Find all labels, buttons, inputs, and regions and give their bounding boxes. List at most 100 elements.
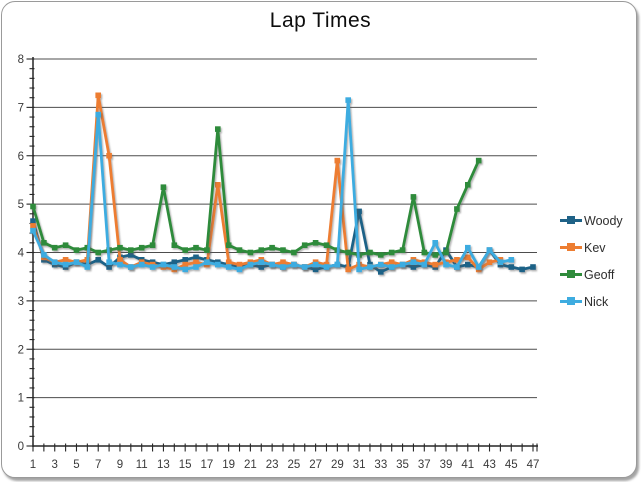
data-point-marker	[95, 249, 101, 256]
data-point-marker	[171, 259, 178, 265]
data-point-marker	[51, 259, 58, 265]
y-tick-label: 5	[18, 199, 24, 211]
data-point-marker	[465, 244, 471, 251]
data-point-marker	[519, 266, 525, 273]
data-point-marker	[432, 240, 438, 246]
data-point-marker	[334, 157, 341, 164]
data-point-marker	[378, 261, 384, 268]
x-tick-label: 9	[117, 459, 123, 471]
data-point-marker	[323, 242, 330, 248]
data-point-marker	[410, 264, 417, 270]
data-point-marker	[291, 261, 297, 268]
x-tick-label: 43	[483, 459, 496, 471]
data-point-marker	[117, 261, 123, 268]
x-tick-label: 21	[244, 459, 257, 471]
x-tick-label: 11	[136, 459, 148, 471]
data-point-marker	[193, 254, 199, 261]
legend-label-nick: Nick	[584, 294, 609, 309]
data-point-marker	[258, 264, 265, 270]
woody-series-marker-icon	[560, 216, 582, 224]
x-tick-label: 39	[440, 459, 453, 471]
data-point-marker	[345, 266, 351, 273]
y-tick-label: 8	[18, 54, 24, 66]
legend-item-geoff: Geoff	[560, 261, 638, 288]
data-point-marker	[247, 261, 254, 268]
data-point-marker	[193, 244, 199, 251]
x-tick-label: 25	[287, 459, 300, 471]
data-point-marker	[236, 266, 243, 273]
data-point-marker	[128, 247, 134, 253]
y-tick-label: 1	[18, 393, 24, 405]
data-point-marker	[30, 218, 36, 224]
data-point-marker	[160, 261, 167, 268]
data-point-marker	[465, 261, 471, 268]
data-point-marker	[128, 264, 134, 270]
data-point-marker	[62, 242, 69, 248]
data-point-marker	[215, 182, 221, 188]
y-tick-label: 0	[18, 441, 24, 453]
data-point-marker	[182, 247, 188, 253]
data-point-marker	[182, 257, 188, 263]
data-point-marker	[312, 266, 319, 273]
data-point-marker	[204, 247, 210, 253]
data-point-marker	[388, 264, 395, 270]
x-tick-label: 15	[179, 459, 192, 471]
data-point-marker	[301, 264, 308, 270]
data-point-marker	[443, 261, 449, 268]
data-point-marker	[128, 252, 134, 258]
x-tick-label: 47	[527, 459, 540, 471]
data-point-marker	[421, 261, 428, 268]
data-point-marker	[225, 242, 232, 248]
legend-label-kev: Kev	[584, 240, 606, 255]
data-point-marker	[269, 244, 275, 251]
x-tick-label: 37	[418, 459, 431, 471]
data-point-marker	[345, 97, 351, 103]
data-point-marker	[367, 264, 373, 270]
data-point-marker	[73, 247, 80, 253]
x-tick-label: 27	[309, 459, 322, 471]
data-point-marker	[160, 184, 167, 190]
data-point-marker	[475, 264, 482, 270]
data-point-marker	[95, 257, 101, 263]
legend-label-geoff: Geoff	[584, 267, 615, 282]
data-point-marker	[410, 194, 417, 200]
data-point-marker	[280, 247, 286, 253]
data-point-marker	[432, 252, 438, 258]
x-tick-label: 17	[201, 459, 214, 471]
data-point-marker	[51, 244, 58, 251]
data-point-marker	[258, 247, 265, 253]
x-tick-label: 7	[95, 459, 101, 471]
x-tick-label: 29	[331, 459, 344, 471]
data-point-marker	[171, 242, 178, 248]
data-point-marker	[530, 264, 536, 270]
data-point-marker	[421, 249, 428, 256]
data-point-marker	[106, 152, 112, 159]
data-point-marker	[475, 157, 482, 164]
series-kev	[30, 92, 504, 273]
data-point-marker	[312, 240, 319, 246]
data-point-marker	[193, 264, 199, 270]
chart-title: Lap Times	[269, 9, 372, 32]
data-point-marker	[117, 244, 123, 251]
data-point-marker	[323, 264, 330, 270]
legend-item-kev: Kev	[560, 234, 638, 261]
data-point-marker	[247, 249, 254, 256]
data-point-marker	[367, 249, 373, 256]
data-point-marker	[30, 227, 36, 234]
data-point-marker	[215, 261, 221, 268]
data-point-marker	[225, 259, 232, 265]
data-point-marker	[378, 269, 384, 275]
data-point-marker	[95, 92, 101, 99]
y-tick-label: 2	[18, 344, 24, 356]
kev-series-marker-icon	[560, 243, 582, 251]
data-point-marker	[182, 266, 188, 273]
data-point-marker	[432, 261, 438, 268]
y-tick-label: 4	[18, 248, 25, 260]
data-point-marker	[84, 264, 91, 270]
data-point-marker	[138, 244, 145, 251]
x-tick-label: 5	[73, 459, 79, 471]
x-tick-label: 13	[157, 459, 170, 471]
data-point-marker	[106, 264, 112, 270]
data-point-marker	[454, 206, 460, 212]
